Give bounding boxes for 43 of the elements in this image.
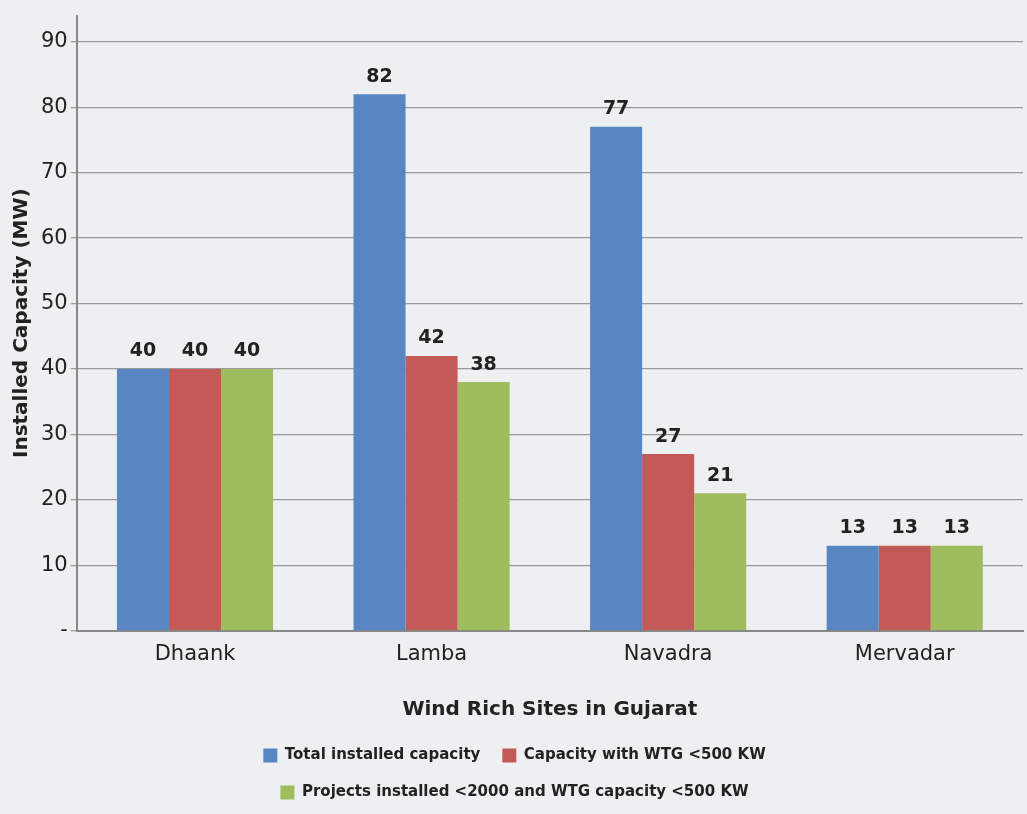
y-tick-label: -	[60, 617, 68, 642]
y-axis-title: Installed Capacity (MW)	[8, 188, 33, 459]
x-tick-label: Lamba	[395, 640, 468, 665]
y-tick-label: 40	[40, 355, 68, 380]
data-label: 82	[366, 63, 393, 86]
data-label: 40	[181, 338, 209, 361]
bar	[930, 545, 983, 631]
bar	[642, 454, 695, 631]
x-axis-title: Wind Rich Sites in Gujarat	[402, 696, 698, 721]
bar	[590, 126, 643, 631]
x-tick-label: Dhaank	[154, 640, 237, 665]
data-label: 13	[943, 515, 970, 538]
legend-label: Total installed capacity	[284, 745, 481, 764]
data-label: 40	[129, 338, 157, 361]
y-tick-label: 20	[40, 486, 68, 511]
bar	[168, 369, 222, 631]
data-label: 13	[891, 515, 918, 538]
bar	[405, 355, 458, 631]
data-label: 40	[233, 338, 261, 361]
y-tick-label: 30	[40, 420, 68, 445]
y-tick-label: 50	[40, 290, 68, 315]
legend-label: Capacity with WTG <500 KW	[523, 745, 767, 764]
bar	[353, 94, 406, 631]
bar	[878, 545, 931, 631]
y-tick-label: 70	[40, 159, 68, 184]
x-tick-label: Mervadar	[854, 640, 955, 665]
data-label: 13	[839, 515, 866, 538]
data-label: 27	[654, 423, 682, 446]
data-label: 77	[602, 96, 630, 119]
y-tick-label: 10	[40, 551, 68, 576]
data-label: 38	[470, 351, 497, 374]
legend-label: Projects installed <2000 and WTG capacity <500 KW	[301, 782, 750, 801]
y-tick-label: 80	[40, 93, 68, 118]
bar	[826, 545, 879, 631]
bar	[457, 382, 510, 631]
bar	[116, 369, 169, 631]
y-tick-label: 90	[40, 28, 68, 53]
data-label: 42	[418, 325, 445, 348]
bar	[694, 493, 747, 631]
x-tick-label: Navadra	[623, 640, 713, 665]
y-tick-label: 60	[40, 224, 68, 249]
bar	[221, 369, 274, 631]
data-label: 21	[706, 462, 734, 485]
